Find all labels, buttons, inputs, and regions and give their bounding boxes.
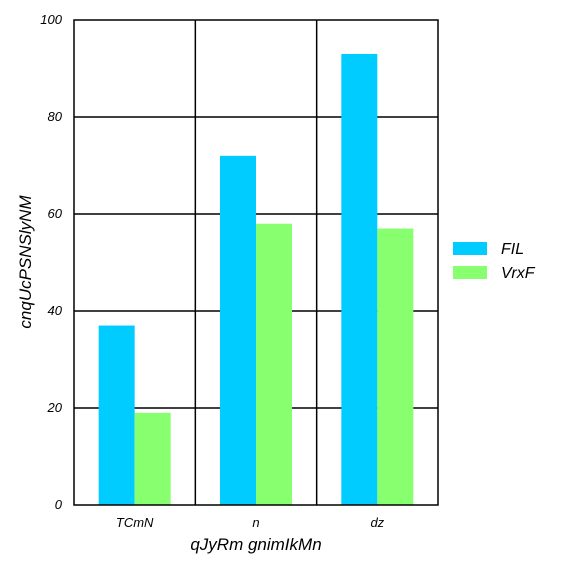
bar-vrxf-0	[134, 412, 171, 505]
y-tick-label: 100	[40, 12, 62, 27]
legend-label: FIL	[501, 241, 524, 258]
bar-fil-0	[98, 325, 135, 505]
y-tick-label: 40	[48, 303, 63, 318]
bar-fil-1	[220, 155, 256, 506]
bar-vrxf-2	[377, 228, 414, 506]
plot-frame	[73, 19, 439, 506]
y-tick-label: 0	[55, 497, 63, 512]
bar-fil-2	[341, 53, 378, 505]
y-tick-label: 20	[47, 400, 63, 415]
y-tick-label: 80	[48, 109, 63, 124]
y-tick-label: 60	[48, 206, 63, 221]
y-tick-labels: 0 20 40 60 80 100	[40, 12, 62, 512]
y-axis-title: cnqUcPSNSlyNM	[16, 195, 35, 329]
legend-label: VrxF	[501, 265, 536, 282]
bar-vrxf-1	[256, 223, 292, 505]
legend: FIL VrxF	[453, 241, 536, 282]
bars	[98, 53, 414, 506]
x-tick-labels: TCmN n dz	[116, 515, 385, 530]
x-axis-title: qJyRm gnimIkMn	[190, 535, 321, 554]
x-tick-label: TCmN	[116, 515, 154, 530]
x-tick-label: dz	[370, 515, 384, 530]
legend-swatch-vrxf	[453, 266, 487, 279]
x-tick-label: n	[252, 515, 259, 530]
legend-swatch-fil	[453, 242, 487, 255]
